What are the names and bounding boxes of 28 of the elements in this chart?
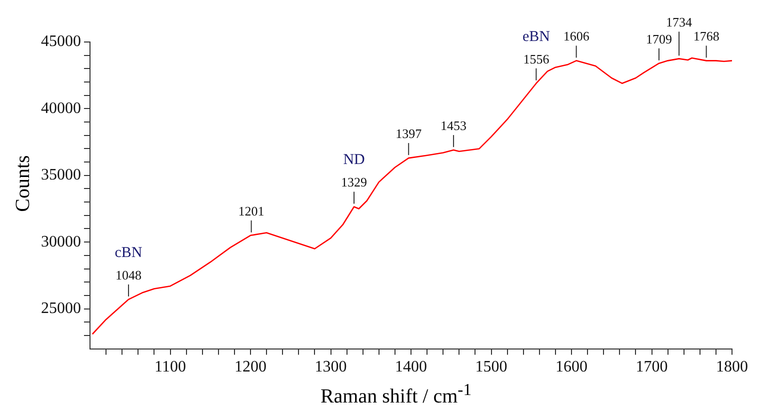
y-tick-label: 45000 [41,33,81,50]
y-tick-label: 30000 [41,233,81,250]
annotation: ND [343,152,366,168]
annotation: 1556 [523,51,550,66]
annotation: cBN [114,244,142,261]
x-tick-label: 1700 [636,358,668,376]
annotation: eBN [522,28,550,45]
y-tick-label: 25000 [41,300,81,317]
x-tick-label: 1800 [716,358,748,376]
y-axis-title: Counts [12,154,34,212]
x-tick-label: 1500 [475,358,508,376]
annotation: 1734 [666,14,693,30]
annotation: 1397 [396,126,422,141]
y-tick-label: 35000 [41,166,81,184]
x-tick-label: 1100 [154,358,186,376]
x-axis-title: Raman shift / cm$^{-1}$ [319,380,473,409]
x-tick-label: 1600 [556,358,588,376]
annotation: 1606 [563,28,590,44]
annotation: 1768 [693,28,720,44]
annotation: 1329 [341,174,368,190]
annotation: 1709 [646,31,672,46]
y-tick-label: 40000 [41,100,81,117]
annotation: 1048 [116,267,142,282]
x-tick-label: 1200 [234,358,266,376]
annotation: 1453 [440,118,467,133]
x-tick-label: 1400 [395,358,427,376]
x-tick-label: 1300 [314,358,347,376]
annotation: 1201 [238,203,264,218]
